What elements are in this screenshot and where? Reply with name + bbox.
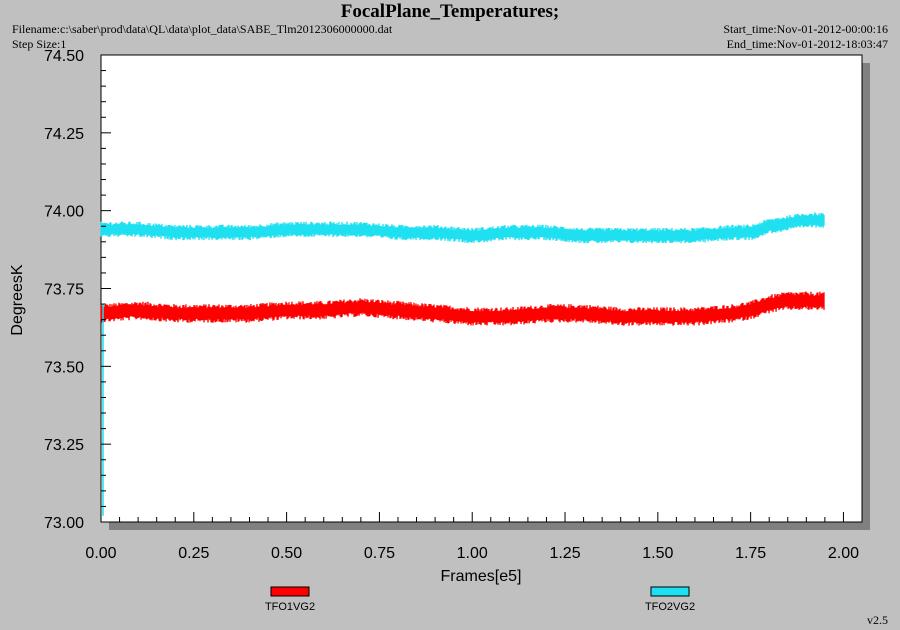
plot-area [100,54,863,523]
x-tick-label: 0.75 [364,545,395,562]
y-tick-label: 73.50 [44,359,84,376]
x-tick-label: 0.00 [85,545,116,562]
chart-title: FocalPlane_Temperatures; [340,1,560,22]
y-tick-label: 73.25 [44,437,84,454]
legend-swatch-tfo2vg2 [650,586,690,597]
y-tick-label: 74.00 [44,204,84,221]
series-line-tfo1vg2 [100,291,825,326]
y-axis-label: DegreesK [9,264,26,335]
y-tick-label: 73.75 [44,282,84,299]
x-tick-label: 1.25 [549,545,580,562]
series-trace-tfo1vg2 [100,291,825,326]
x-tick-label: 0.25 [178,545,209,562]
x-tick-label: 1.50 [642,545,673,562]
y-tick-label: 74.50 [44,48,84,65]
legend-label-tfo2vg2: TFO2VG2 [645,601,695,613]
x-tick-label: 2.00 [828,545,859,562]
x-tick-label: 1.75 [735,545,766,562]
filename-label: Filename:c:\saber\prod\data\QL\data\plot… [12,22,393,36]
end-time-label: End_time:Nov-01-2012-18:03:47 [726,37,888,51]
series-trace-tfo2vg2 [100,212,825,244]
y-tick-label: 74.25 [44,126,84,143]
y-tick-label: 73.00 [44,515,84,532]
step-size-label: Step Size:1 [12,37,67,51]
legend-label-tfo1vg2: TFO1VG2 [265,601,315,613]
series-line-tfo2vg2 [100,212,825,244]
x-tick-label: 0.50 [271,545,302,562]
x-tick-label: 1.00 [457,545,488,562]
x-axis-label: Frames[e5] [441,568,522,585]
start-time-label: Start_time:Nov-01-2012-00:00:16 [723,22,888,36]
legend-swatch-tfo1vg2 [270,586,310,597]
version-label: v2.5 [867,613,888,627]
